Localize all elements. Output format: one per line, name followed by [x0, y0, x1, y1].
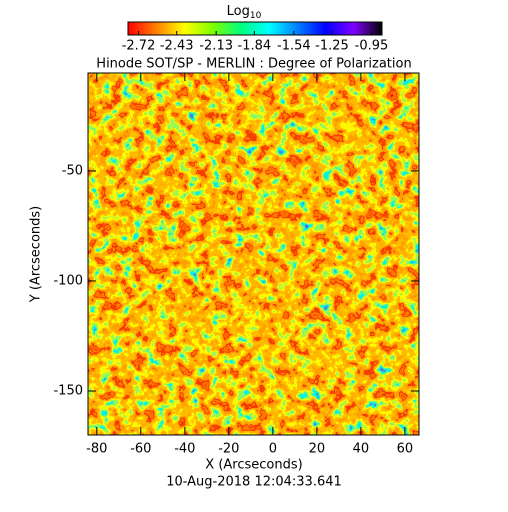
- x-tick-label: -80: [86, 442, 107, 457]
- colorbar-tick-label: -2.72: [122, 39, 156, 54]
- y-tick-label: -50: [62, 163, 83, 178]
- polarization-map: [88, 73, 419, 435]
- y-tick-label: -100: [53, 273, 83, 288]
- chart-title: Hinode SOT/SP - MERLIN : Degree of Polar…: [96, 57, 411, 72]
- x-tick-label: -20: [218, 442, 239, 457]
- y-tick-label: -150: [53, 383, 83, 398]
- x-tick-label: 0: [269, 442, 277, 457]
- colorbar-tick-label: -1.54: [277, 39, 311, 54]
- colorbar-tick-label: -0.95: [355, 39, 389, 54]
- x-tick-label: 60: [397, 442, 414, 457]
- colorbar: [127, 21, 383, 36]
- plot-frame: [87, 72, 420, 436]
- x-tick-label: 20: [309, 442, 326, 457]
- colorbar-tick-label: -2.13: [199, 39, 233, 54]
- colorbar-tick-label: -1.25: [315, 39, 349, 54]
- x-axis-label: X (Arcseconds): [205, 458, 302, 473]
- y-axis-label: Y (Arcseconds): [29, 206, 44, 303]
- footer-date: 10-Aug-2018 12:04:33.641: [166, 475, 342, 490]
- colorbar-tick-label: -2.43: [160, 39, 194, 54]
- x-tick-label: -40: [174, 442, 195, 457]
- x-tick-label: -60: [130, 442, 151, 457]
- colorbar-label: Log10: [227, 4, 262, 21]
- x-tick-label: 40: [353, 442, 370, 457]
- colorbar-tick-label: -1.84: [238, 39, 272, 54]
